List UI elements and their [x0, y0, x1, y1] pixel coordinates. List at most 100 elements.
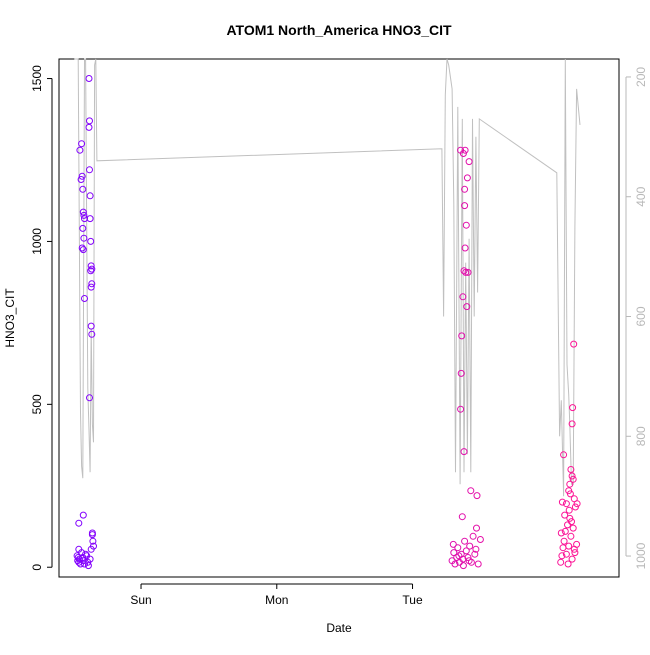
data-point — [461, 244, 469, 252]
data-point — [79, 224, 87, 232]
data-point — [560, 451, 568, 459]
data-point — [464, 554, 472, 561]
data-point — [568, 420, 576, 428]
data-point — [461, 146, 469, 154]
data-point — [87, 545, 95, 553]
data-point — [560, 537, 568, 545]
data-point — [88, 529, 96, 537]
y2-tick-label: 600 — [634, 306, 648, 326]
data-point — [564, 521, 571, 529]
data-point — [86, 215, 94, 223]
data-point — [85, 75, 93, 82]
data-point — [568, 472, 576, 480]
data-point — [454, 544, 462, 552]
data-point — [78, 549, 86, 557]
data-point — [89, 537, 97, 545]
data-point — [562, 550, 570, 558]
data-point — [561, 511, 569, 519]
data-point — [79, 246, 87, 254]
x-tick-label: Sun — [130, 593, 151, 607]
y-axis-label: HNO3_CIT — [3, 288, 17, 348]
data-point — [86, 555, 94, 563]
data-point — [80, 234, 88, 242]
data-point — [463, 303, 471, 311]
data-point — [571, 503, 579, 511]
data-point — [88, 330, 96, 338]
data-point — [88, 265, 96, 273]
y-tick-label: 500 — [30, 394, 44, 414]
data-point — [565, 542, 573, 550]
data-point — [465, 158, 473, 166]
data-point — [81, 560, 88, 568]
secondary-series-line — [74, 58, 581, 497]
data-point — [568, 555, 576, 563]
data-point — [458, 513, 466, 521]
data-point — [85, 123, 93, 131]
data-point — [87, 267, 95, 275]
data-point — [558, 552, 566, 560]
data-point — [562, 500, 570, 508]
data-point — [457, 405, 465, 413]
data-point — [78, 140, 86, 148]
data-point — [461, 537, 469, 545]
data-point — [75, 519, 83, 527]
data-point — [79, 557, 87, 565]
data-point — [87, 262, 95, 270]
data-point — [87, 283, 95, 291]
data-point — [460, 267, 468, 275]
y2-tick-label: 200 — [634, 67, 648, 87]
data-point — [79, 185, 87, 193]
data-point — [86, 394, 93, 402]
data-point — [88, 280, 96, 288]
data-point — [462, 547, 470, 555]
data-point — [82, 550, 90, 558]
data-point — [79, 208, 87, 216]
data-point — [84, 562, 92, 570]
data-point — [557, 529, 565, 537]
data-point — [461, 185, 469, 193]
y-tick-label: 0 — [30, 564, 44, 571]
data-point — [451, 560, 459, 568]
chart-title: ATOM1 North_America HNO3_CIT — [226, 22, 452, 38]
data-point — [75, 555, 83, 563]
data-point — [569, 404, 577, 412]
data-point — [570, 340, 578, 348]
data-point — [459, 150, 467, 157]
data-point — [466, 542, 474, 550]
y-tick-label: 1000 — [30, 228, 44, 255]
data-point — [83, 552, 91, 560]
secondary-line-layer — [74, 58, 581, 497]
data-point — [77, 176, 85, 183]
data-point — [566, 480, 574, 488]
data-point — [473, 492, 481, 500]
data-point — [449, 540, 457, 548]
data-point — [474, 560, 482, 568]
y2-tick-label: 800 — [634, 426, 648, 446]
data-point — [458, 332, 466, 340]
data-point — [460, 448, 468, 456]
data-point — [87, 237, 95, 245]
data-point — [86, 117, 93, 125]
data-point — [78, 244, 86, 252]
data-point — [567, 466, 575, 473]
data-point — [469, 532, 477, 540]
data-point — [569, 475, 577, 483]
x-tick-label: Mon — [265, 593, 288, 607]
data-point — [467, 487, 475, 495]
data-point — [457, 369, 465, 377]
data-point — [463, 174, 471, 182]
data-point — [86, 192, 94, 200]
data-point — [462, 268, 470, 276]
data-point — [568, 518, 575, 526]
data-point — [464, 268, 472, 276]
y-tick-label: 1500 — [30, 65, 44, 92]
data-point — [567, 532, 575, 540]
data-point — [561, 527, 569, 535]
data-point — [455, 552, 463, 560]
data-point — [86, 166, 93, 174]
data-point — [569, 524, 577, 532]
data-point — [78, 172, 86, 180]
data-point — [462, 221, 470, 229]
